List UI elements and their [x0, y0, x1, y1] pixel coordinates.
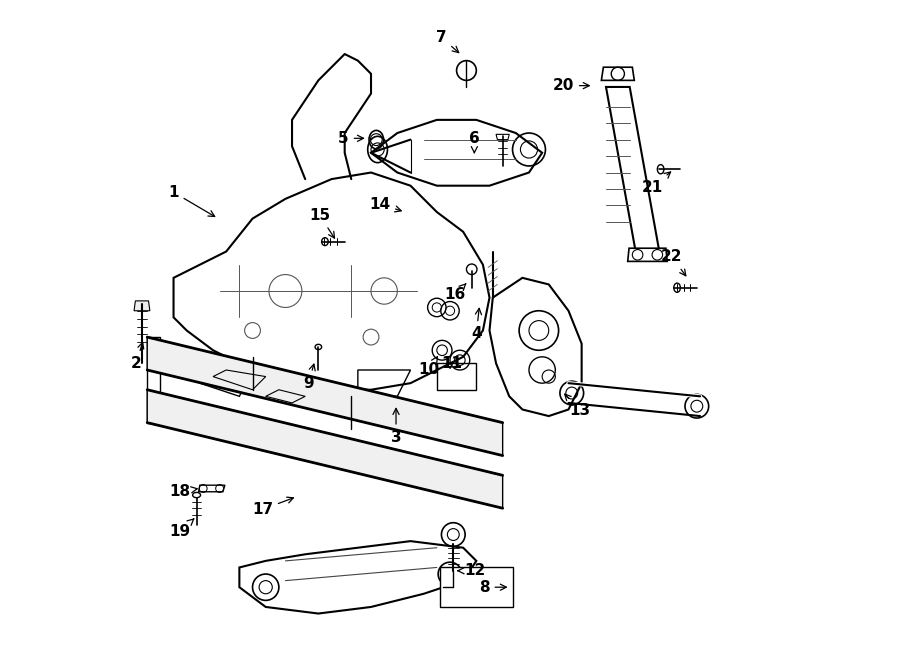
Polygon shape: [148, 337, 503, 455]
Polygon shape: [239, 541, 476, 613]
Text: 19: 19: [169, 519, 194, 539]
Text: 16: 16: [445, 284, 466, 302]
FancyBboxPatch shape: [440, 567, 512, 607]
Text: 5: 5: [338, 131, 364, 146]
Polygon shape: [174, 173, 490, 390]
Polygon shape: [490, 278, 581, 416]
Polygon shape: [148, 390, 503, 508]
Polygon shape: [148, 337, 160, 422]
Text: 7: 7: [436, 30, 459, 53]
Text: 9: 9: [303, 364, 315, 391]
Text: 20: 20: [553, 78, 590, 93]
Text: 1: 1: [168, 185, 215, 217]
Text: 22: 22: [662, 249, 686, 276]
Text: 6: 6: [469, 131, 480, 153]
Text: 11: 11: [442, 356, 463, 371]
Polygon shape: [606, 87, 660, 252]
Text: 12: 12: [458, 563, 486, 578]
Text: 17: 17: [252, 497, 293, 517]
Text: 8: 8: [479, 580, 507, 595]
Text: 10: 10: [418, 357, 439, 377]
Text: 4: 4: [471, 308, 482, 341]
Text: 3: 3: [391, 408, 401, 445]
Polygon shape: [627, 249, 667, 261]
Text: 13: 13: [564, 394, 591, 418]
Text: 18: 18: [169, 485, 197, 499]
Polygon shape: [601, 67, 634, 81]
Text: 2: 2: [130, 342, 144, 371]
Text: 15: 15: [309, 208, 335, 238]
Text: 14: 14: [369, 196, 401, 212]
Text: 21: 21: [642, 172, 670, 194]
Polygon shape: [134, 301, 150, 311]
Polygon shape: [371, 120, 542, 186]
Polygon shape: [199, 485, 225, 492]
